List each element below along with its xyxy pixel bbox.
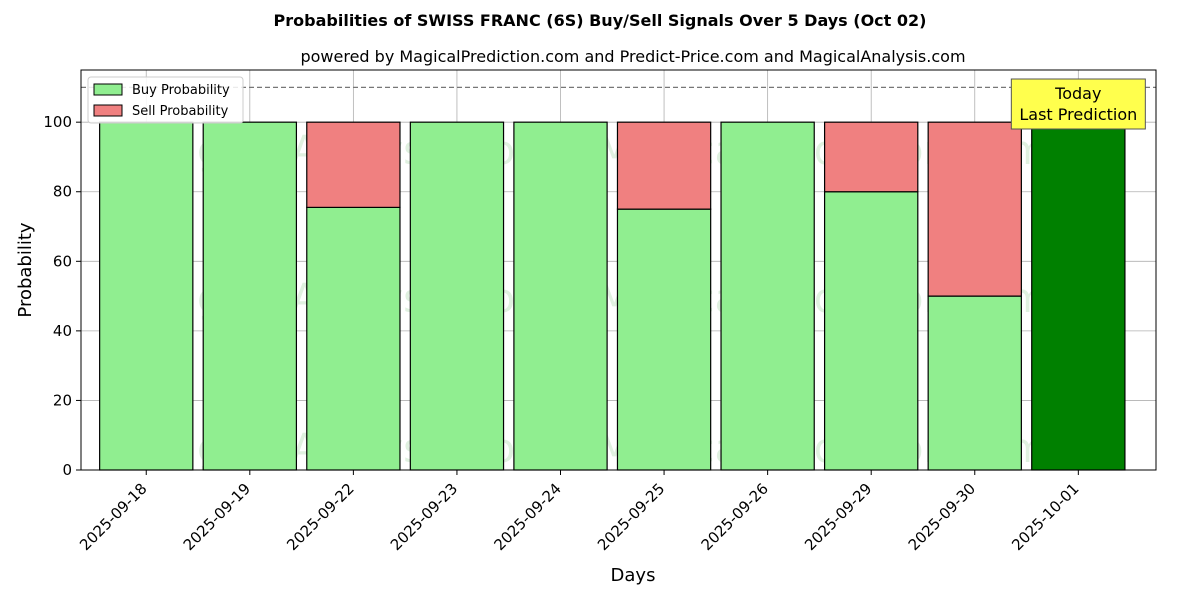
x-tick-label: 2025-09-25 (594, 480, 668, 554)
buy-bar (513, 121, 608, 471)
x-tick-label: 2025-10-01 (1008, 480, 1082, 554)
legend-label: Buy Probability (132, 83, 230, 98)
chart-title: Probabilities of SWISS FRANC (6S) Buy/Se… (274, 11, 927, 30)
sell-bar (823, 121, 919, 193)
x-tick-label: 2025-09-23 (387, 480, 461, 554)
y-tick-label: 0 (62, 461, 72, 479)
legend-frame (87, 76, 244, 124)
chart-subtitle: powered by MagicalPrediction.com and Pre… (300, 47, 965, 66)
x-tick-label: 2025-09-18 (76, 480, 150, 554)
sell-bar (927, 121, 1022, 297)
annotation-line: Last Prediction (1019, 105, 1137, 124)
sell-bar (616, 121, 712, 210)
buy-bar (306, 206, 401, 471)
buy-bar (720, 121, 815, 471)
y-tick-label: 40 (53, 322, 72, 340)
buy-bar (202, 121, 298, 471)
buy-bar (823, 191, 919, 471)
annotation-line: Today (1054, 84, 1101, 103)
buy-bar (99, 121, 194, 471)
buy-bar (616, 208, 712, 471)
legend: Buy Probability Sell Probability (87, 76, 244, 124)
x-tick-label: 2025-09-19 (180, 480, 254, 554)
legend-swatch (93, 104, 123, 117)
y-tick-label: 80 (53, 183, 72, 201)
x-axis-title: Days (611, 565, 656, 586)
annotation-box (1010, 78, 1146, 130)
legend-label: Sell Probability (132, 104, 229, 119)
x-tick-label: 2025-09-24 (490, 480, 564, 554)
bars (99, 121, 1126, 471)
x-axis: 2025-09-18 2025-09-19 2025-09-22 2025-09-23… (76, 470, 1083, 554)
x-tick-label: 2025-09-30 (905, 480, 979, 554)
y-tick-label: 60 (53, 252, 72, 270)
x-tick-label: 2025-09-29 (801, 480, 875, 554)
today-annotation: Today Last Prediction (1010, 78, 1146, 130)
buy-bar (927, 295, 1022, 471)
legend-swatch (93, 83, 123, 96)
y-axis: 0 20 40 60 80 100 (43, 113, 81, 479)
plot-frame (80, 69, 1157, 471)
buy-bar (409, 121, 505, 471)
sell-bar (306, 121, 401, 208)
x-tick-label: 2025-09-22 (283, 480, 357, 554)
y-tick-label: 100 (43, 113, 72, 131)
y-tick-label: 20 (53, 391, 72, 409)
x-tick-label: 2025-09-26 (698, 480, 772, 554)
y-axis-title: Probability (15, 222, 36, 317)
buy-bar (1031, 121, 1126, 471)
